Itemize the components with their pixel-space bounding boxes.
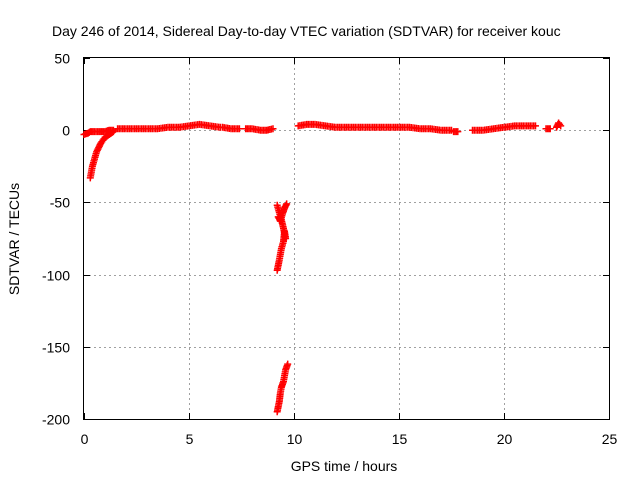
y-tick-label: 50 (54, 51, 70, 67)
plot-frame (83, 57, 610, 420)
data-point (556, 120, 564, 128)
data-point (109, 128, 117, 136)
axis-ticks: 0 5 10 15 20 25 -200 -150 -100 -50 0 50 (42, 51, 618, 448)
x-tick-label: 0 (81, 431, 89, 447)
y-tick-label: -100 (42, 268, 70, 284)
data-point (546, 125, 554, 133)
x-tick-label: 10 (287, 431, 303, 447)
x-tick-label: 20 (497, 431, 513, 447)
y-tick-label: -200 (42, 412, 70, 428)
data-point (235, 125, 243, 133)
y-axis-label: SDTVAR / TECUs (6, 183, 22, 295)
data-point (557, 122, 565, 130)
data-point (273, 201, 281, 209)
x-tick-label: 15 (392, 431, 408, 447)
x-axis-label: GPS time / hours (291, 458, 398, 474)
data-point (283, 200, 291, 208)
y-tick-label: -50 (50, 195, 70, 211)
grid (84, 58, 609, 419)
data-point (284, 360, 292, 368)
data-point (454, 128, 462, 136)
data-points (80, 119, 565, 416)
y-tick-label: 0 (62, 123, 70, 139)
x-tick-label: 5 (186, 431, 194, 447)
x-tick-label: 25 (602, 431, 618, 447)
chart-title: Day 246 of 2014, Sidereal Day-to-day VTE… (52, 23, 561, 39)
data-point (269, 125, 277, 133)
y-tick-label: -150 (42, 340, 70, 356)
data-point (532, 122, 539, 130)
